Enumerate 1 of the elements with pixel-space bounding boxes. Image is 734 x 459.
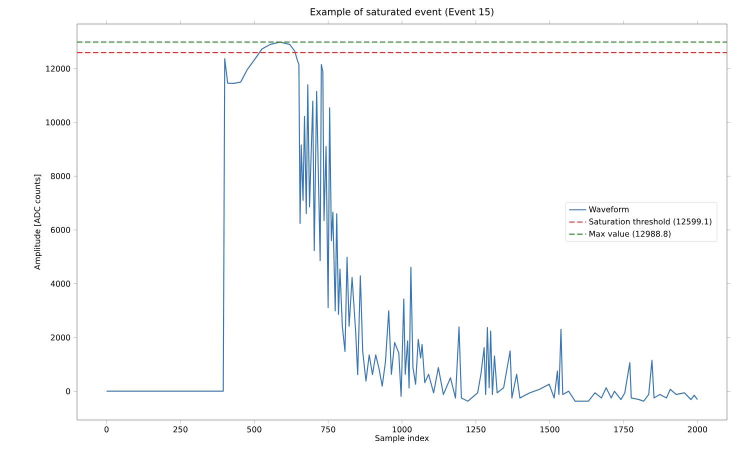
chart-title: Example of saturated event (Event 15) bbox=[310, 8, 494, 18]
